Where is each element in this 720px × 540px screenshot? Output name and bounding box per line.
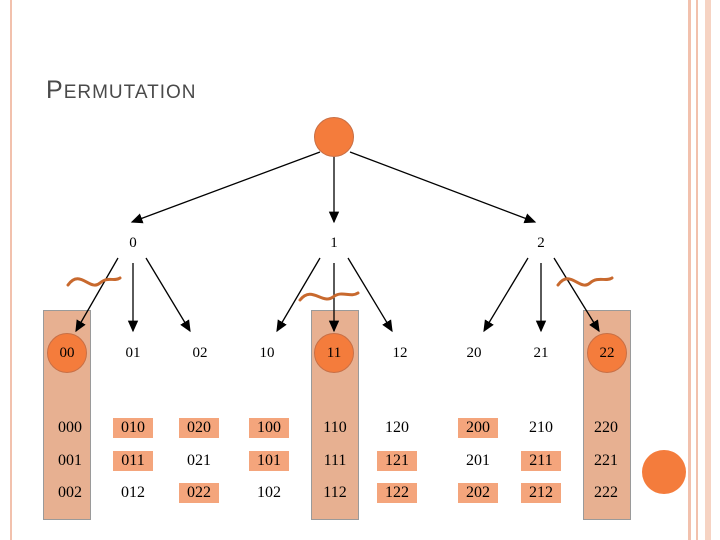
level2-node-02: 02 xyxy=(192,344,208,361)
leaf-202: 202 xyxy=(448,483,508,503)
squiggle-mark xyxy=(298,291,360,302)
edge-2-22 xyxy=(553,257,600,333)
leaf-021: 021 xyxy=(187,452,211,469)
leaf-100: 100 xyxy=(239,418,299,438)
left-border xyxy=(10,0,12,540)
edge-0-00 xyxy=(75,257,119,333)
level1-node-2: 2 xyxy=(537,234,545,251)
leaf-222: 222 xyxy=(594,484,618,501)
level1-node-0: 0 xyxy=(129,234,137,251)
leaf-111: 111 xyxy=(305,451,365,471)
level2-node-11: 11 xyxy=(314,333,354,373)
leaf-101: 101 xyxy=(239,451,299,471)
leaf-011: 011 xyxy=(103,451,163,471)
leaf-121: 121 xyxy=(367,451,427,471)
leaf-211: 211 xyxy=(511,451,571,471)
slide-title: PERMUTATION xyxy=(46,76,196,105)
edge-0-02 xyxy=(145,257,191,333)
title-rest: ERMUTATION xyxy=(63,82,197,103)
root-node xyxy=(314,117,354,157)
squiggle-mark xyxy=(66,276,122,287)
leaf-120: 120 xyxy=(385,419,409,436)
leaf-000: 000 xyxy=(40,418,100,438)
leaf-020: 020 xyxy=(169,418,229,438)
leaf-201: 201 xyxy=(466,452,490,469)
leaf-001: 001 xyxy=(40,451,100,471)
leaf-022: 022 xyxy=(169,483,229,503)
edge-1-10 xyxy=(276,257,321,333)
edge-root-0 xyxy=(130,151,321,224)
squiggle-mark xyxy=(556,276,614,287)
decorative-circle xyxy=(642,450,686,494)
level2-node-21: 21 xyxy=(533,344,549,361)
leaf-221: 221 xyxy=(594,452,618,469)
leaf-110: 110 xyxy=(305,418,365,438)
right-border-strip xyxy=(705,0,711,540)
leaf-122: 122 xyxy=(367,483,427,503)
leaf-012: 012 xyxy=(121,484,145,501)
level2-node-12: 12 xyxy=(392,344,408,361)
level2-node-22: 22 xyxy=(587,333,627,373)
level2-node-10: 10 xyxy=(259,344,275,361)
leaf-200: 200 xyxy=(448,418,508,438)
leaf-112: 112 xyxy=(305,483,365,503)
level2-node-01: 01 xyxy=(125,344,141,361)
leaf-210: 210 xyxy=(529,419,553,436)
level2-node-00: 00 xyxy=(47,333,87,373)
leaf-212: 212 xyxy=(511,483,571,503)
right-border-strip xyxy=(696,0,698,540)
leaf-010: 010 xyxy=(103,418,163,438)
level1-node-1: 1 xyxy=(330,234,338,251)
title-first-letter: P xyxy=(46,76,64,104)
level2-node-20: 20 xyxy=(466,344,482,361)
leaf-220: 220 xyxy=(594,419,618,436)
edge-root-2 xyxy=(349,151,537,224)
edge-2-20 xyxy=(483,257,529,333)
right-border-strip xyxy=(688,0,691,540)
leaf-002: 002 xyxy=(40,483,100,503)
edge-1-12 xyxy=(347,257,393,333)
leaf-102: 102 xyxy=(257,484,281,501)
